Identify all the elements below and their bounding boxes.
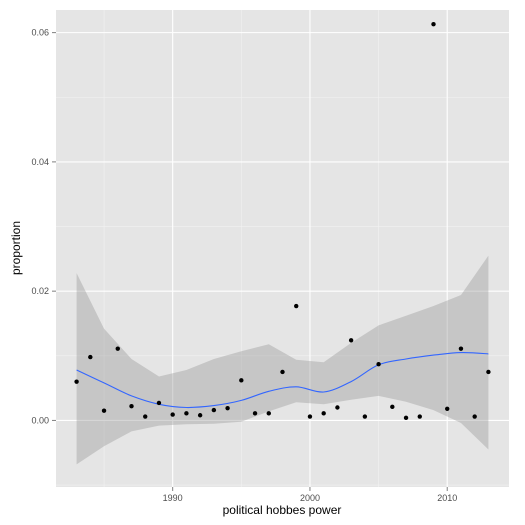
y-axis-ticks: 0.00 0.02 0.04 0.06 <box>31 28 56 425</box>
data-point <box>348 338 354 343</box>
data-point <box>307 414 313 419</box>
x-tick-label: 2010 <box>437 493 457 503</box>
x-tick-label: 2000 <box>300 493 320 503</box>
data-point <box>335 405 340 410</box>
confidence-band <box>76 255 489 465</box>
data-point <box>129 404 134 409</box>
data-point <box>417 414 422 419</box>
minor-gridlines <box>56 10 509 487</box>
data-point <box>252 411 258 416</box>
data-point <box>431 22 436 27</box>
data-point <box>88 354 93 360</box>
data-point <box>211 407 217 413</box>
data-point <box>143 414 148 419</box>
data-point <box>184 411 189 416</box>
y-tick-label: 0.06 <box>31 28 49 38</box>
data-point <box>403 415 409 421</box>
data-point <box>266 411 271 416</box>
data-point <box>280 369 285 375</box>
data-point <box>390 404 395 410</box>
x-tick-label: 1990 <box>163 493 183 503</box>
data-point <box>197 413 203 418</box>
data-point <box>115 346 120 351</box>
y-tick-label: 0.00 <box>31 415 49 425</box>
x-axis-ticks: 1990 2000 2010 <box>163 487 457 503</box>
data-points <box>74 22 491 421</box>
data-point <box>321 411 326 416</box>
x-axis-title: political hobbes power <box>223 503 342 517</box>
data-point <box>294 303 299 309</box>
data-point <box>376 361 381 367</box>
data-point <box>458 346 464 351</box>
data-point <box>445 406 450 411</box>
data-point <box>486 369 491 375</box>
data-point <box>472 414 477 419</box>
data-point <box>225 405 230 411</box>
data-point <box>170 412 175 417</box>
data-point <box>101 408 107 413</box>
data-point <box>74 379 79 384</box>
y-axis-title: proportion <box>9 221 23 275</box>
data-point <box>362 414 368 419</box>
smooth-trend-line <box>76 352 489 409</box>
y-tick-label: 0.02 <box>31 286 49 296</box>
data-point <box>239 378 244 383</box>
data-point <box>156 400 162 406</box>
y-tick-label: 0.04 <box>31 157 49 167</box>
